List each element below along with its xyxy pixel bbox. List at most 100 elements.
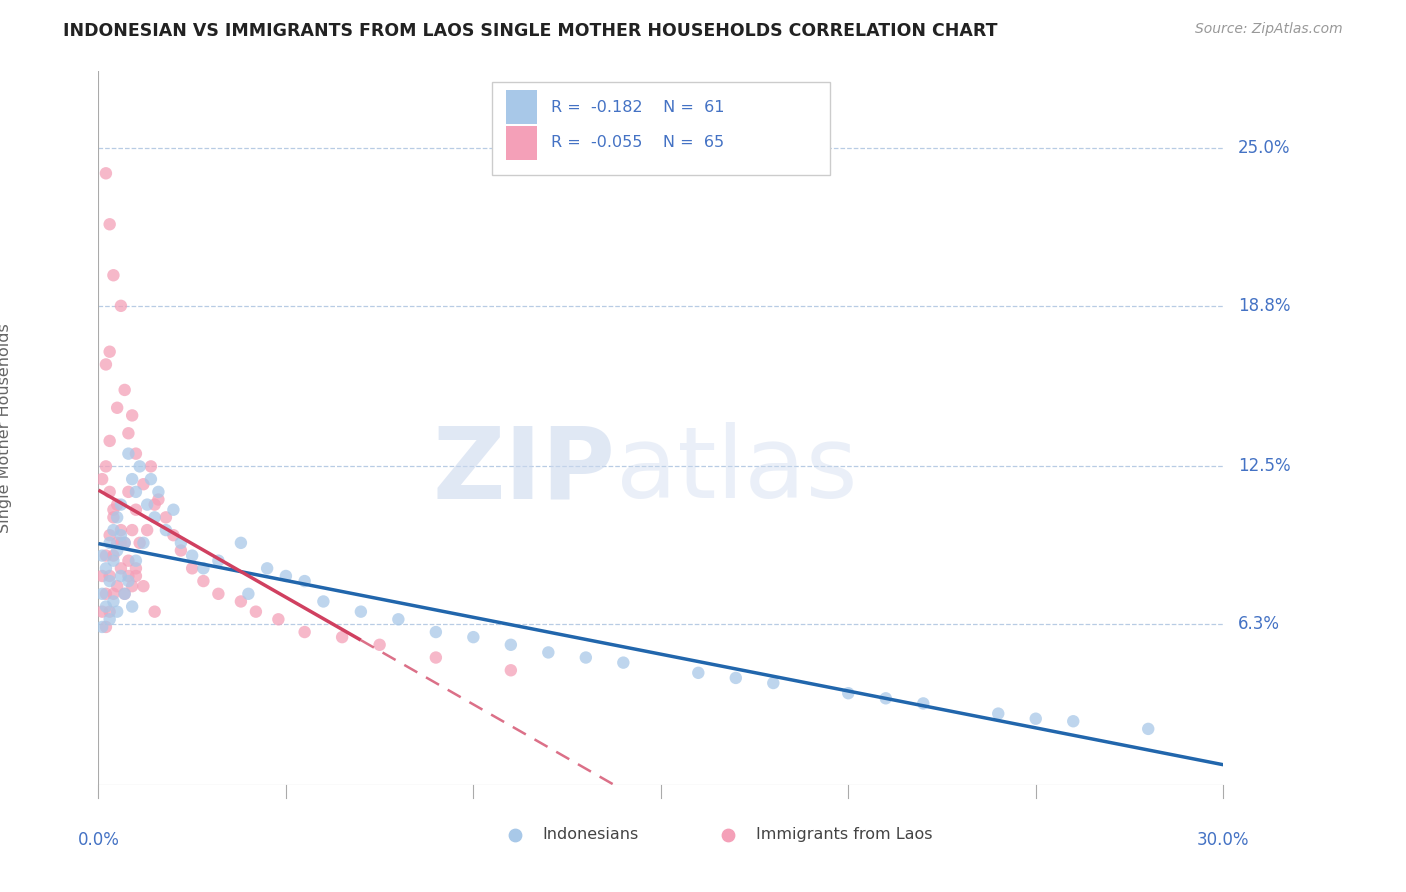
Point (103, 587, 125, 601)
Point (91, 605, 114, 619)
Point (125, 569, 148, 583)
Point (136, 523, 159, 537)
Point (207, 587, 229, 601)
Point (181, 549, 204, 563)
Point (132, 477, 155, 491)
Point (121, 472, 143, 486)
Point (114, 587, 136, 601)
Point (103, 268, 125, 283)
Point (762, 676, 785, 690)
Text: 12.5%: 12.5% (1239, 458, 1291, 475)
Point (537, 645, 560, 659)
Point (91, 472, 114, 486)
Point (94, 358, 117, 372)
Point (114, 587, 136, 601)
Point (193, 561, 215, 575)
Point (94, 561, 117, 575)
Point (312, 594, 335, 608)
Point (110, 536, 132, 550)
Point (117, 447, 139, 461)
Point (1062, 714, 1084, 729)
Text: Single Mother Households: Single Mother Households (0, 323, 13, 533)
Point (125, 554, 148, 568)
Text: INDONESIAN VS IMMIGRANTS FROM LAOS SINGLE MOTHER HOUSEHOLDS CORRELATION CHART: INDONESIAN VS IMMIGRANTS FROM LAOS SINGL… (63, 22, 998, 40)
Point (162, 502, 184, 516)
Point (114, 383, 136, 397)
Point (330, 630, 353, 644)
Point (98, 574, 121, 588)
Point (105, 510, 128, 524)
Point (98, 217, 121, 231)
Text: atlas: atlas (616, 423, 858, 519)
Point (132, 536, 155, 550)
Point (387, 612, 409, 626)
Point (117, 426, 139, 441)
FancyBboxPatch shape (506, 90, 537, 124)
Point (193, 574, 215, 588)
Point (105, 605, 128, 619)
Point (274, 569, 297, 583)
Point (425, 625, 447, 640)
Text: 30.0%: 30.0% (1197, 830, 1250, 849)
Point (105, 536, 128, 550)
Point (143, 498, 166, 512)
Point (143, 510, 166, 524)
Text: Source: ZipAtlas.com: Source: ZipAtlas.com (1195, 22, 1343, 37)
Point (1025, 712, 1047, 726)
Point (143, 605, 166, 619)
Point (114, 536, 136, 550)
Point (91, 549, 114, 563)
Point (94, 587, 117, 601)
Point (575, 650, 598, 665)
Point (105, 401, 128, 415)
Point (170, 543, 193, 558)
Point (294, 625, 316, 640)
Point (110, 561, 132, 575)
Point (181, 561, 204, 575)
Point (105, 543, 128, 558)
Point (499, 663, 522, 677)
Point (103, 502, 125, 516)
Point (98, 536, 121, 550)
FancyBboxPatch shape (506, 126, 537, 160)
Point (114, 536, 136, 550)
Point (98, 605, 121, 619)
Point (688, 665, 710, 680)
Point (110, 498, 132, 512)
Point (612, 656, 634, 670)
Point (91, 620, 114, 634)
Point (425, 650, 447, 665)
Point (155, 523, 177, 537)
Point (94, 459, 117, 474)
Point (207, 554, 229, 568)
Point (125, 447, 148, 461)
Text: Indonesians: Indonesians (543, 828, 638, 842)
FancyBboxPatch shape (492, 82, 830, 175)
Point (256, 561, 278, 575)
Point (98, 569, 121, 583)
Point (121, 409, 143, 423)
Point (724, 671, 747, 685)
Point (125, 484, 148, 499)
Point (229, 536, 252, 550)
Text: R =  -0.055    N =  65: R = -0.055 N = 65 (551, 136, 724, 150)
Point (875, 691, 897, 706)
Point (117, 574, 139, 588)
Point (1137, 722, 1160, 736)
Point (148, 484, 170, 499)
Point (132, 579, 155, 593)
Point (125, 561, 148, 575)
Point (91, 587, 114, 601)
Point (94, 549, 117, 563)
Point (98, 612, 121, 626)
Text: 18.8%: 18.8% (1239, 297, 1291, 315)
Point (136, 498, 159, 512)
Text: 25.0%: 25.0% (1239, 139, 1291, 157)
Point (105, 579, 128, 593)
Point (94, 599, 117, 614)
Point (121, 599, 143, 614)
Point (121, 523, 143, 537)
Point (148, 492, 170, 507)
Point (125, 502, 148, 516)
Text: Immigrants from Laos: Immigrants from Laos (756, 828, 934, 842)
